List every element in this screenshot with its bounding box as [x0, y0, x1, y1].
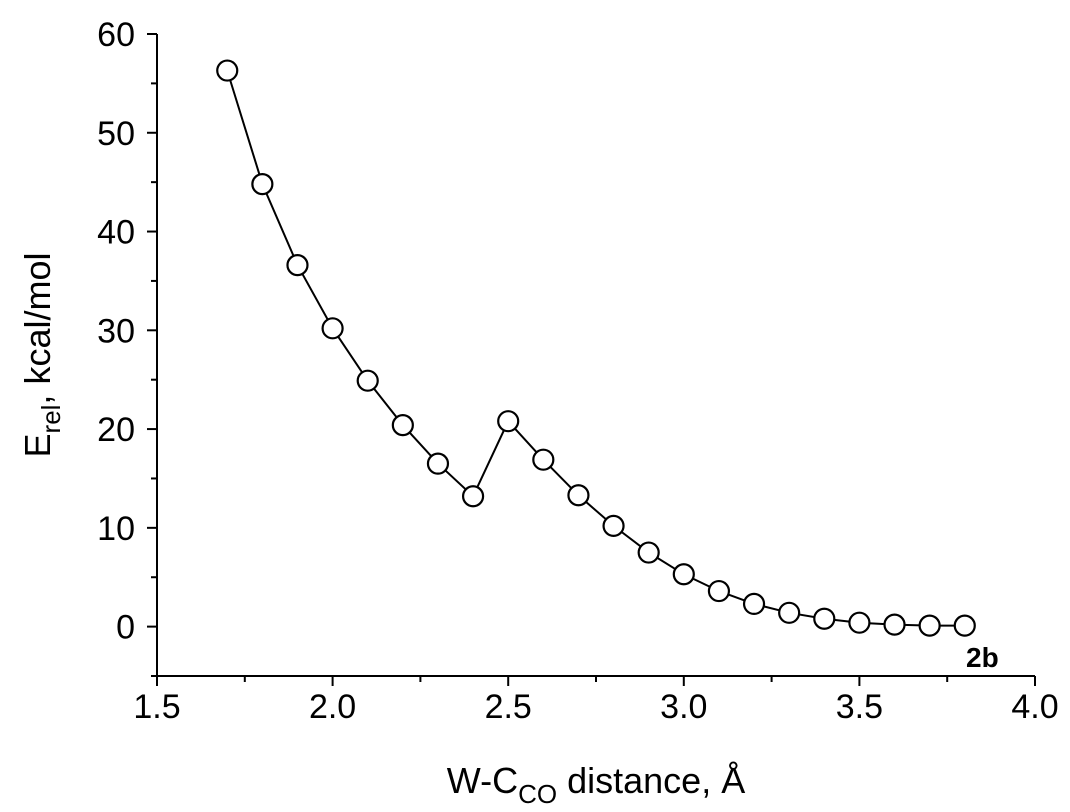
- x-tick-label: 4.0: [1011, 688, 1058, 726]
- axes: [156, 34, 1035, 677]
- data-point: [672, 563, 695, 586]
- y-tick-label: 60: [97, 16, 135, 54]
- ticks: 1.5 2.0 2.5 3.0 3.5 4.0 0 10 20 30 40 50 60: [97, 16, 1058, 726]
- y-tick-label: 50: [97, 115, 135, 153]
- data-point: [883, 613, 906, 636]
- y-tick-label: 40: [97, 214, 135, 252]
- data-point: [286, 254, 309, 277]
- data-point: [602, 514, 625, 537]
- y-tick-label: 10: [97, 510, 135, 548]
- data-point: [216, 59, 239, 82]
- data-point: [356, 369, 379, 392]
- data-point: [848, 611, 871, 634]
- x-tick-label: 2.0: [309, 688, 356, 726]
- data-point: [461, 485, 485, 508]
- x-tick-label: 1.5: [133, 688, 180, 726]
- data-point: [742, 592, 766, 615]
- data-point: [391, 414, 414, 437]
- data-point: [707, 579, 731, 603]
- data-point: [953, 614, 976, 637]
- data-point: [251, 173, 274, 196]
- data-point: [813, 607, 836, 630]
- data-point: [778, 601, 801, 624]
- data-series: [216, 59, 976, 637]
- data-point: [321, 317, 344, 340]
- data-point: [426, 452, 450, 475]
- y-axis-title: Erel, kcal/mol: [17, 253, 66, 458]
- annotation-label: 2b: [966, 642, 999, 673]
- data-point: [918, 614, 941, 637]
- data-point: [497, 410, 520, 433]
- x-tick-label: 3.5: [836, 688, 883, 726]
- data-point: [567, 484, 590, 507]
- data-point: [637, 541, 660, 564]
- series-line: [226, 70, 965, 627]
- data-point: [532, 448, 555, 471]
- x-tick-label: 3.0: [660, 688, 707, 726]
- y-tick-label: 30: [97, 312, 135, 350]
- y-tick-label: 20: [97, 411, 135, 449]
- x-tick-label: 2.5: [485, 688, 532, 726]
- y-tick-label: 0: [116, 609, 135, 647]
- x-axis-title: W-CCO distance, Å: [447, 760, 745, 809]
